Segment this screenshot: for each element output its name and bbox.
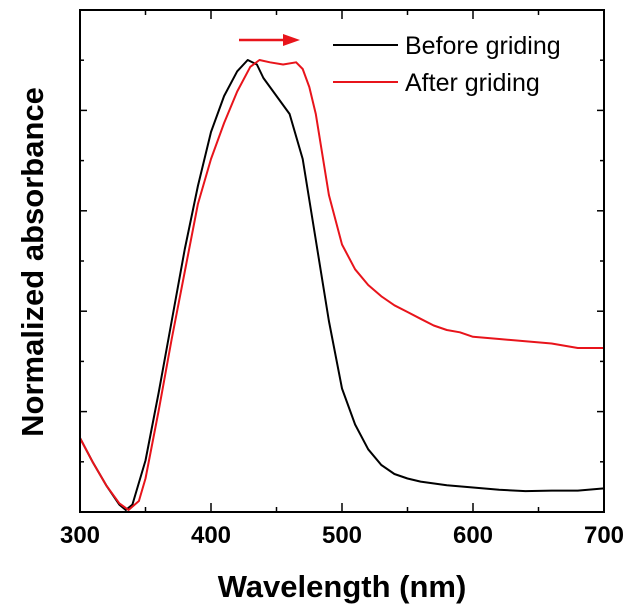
- series-line-before: [79, 59, 605, 511]
- legend-label-before: Before griding: [405, 32, 561, 60]
- series-layer: [79, 59, 605, 511]
- plot-frame: [79, 9, 605, 513]
- x-tick-labels: 300 400 500 600 700: [60, 522, 624, 549]
- y-axis-title: Normalized absorbance: [15, 87, 50, 437]
- x-axis-title: Wavelength (nm): [218, 569, 467, 604]
- x-tick-label: 400: [191, 522, 231, 549]
- legend: Before griding After griding: [333, 32, 561, 97]
- series-line-after: [79, 59, 604, 511]
- red-shift-arrow: [239, 34, 300, 46]
- x-tick-label: 500: [322, 522, 362, 549]
- x-tick-label: 600: [453, 522, 493, 549]
- legend-label-after: After griding: [405, 69, 540, 97]
- red-shift-arrow-head: [283, 34, 300, 46]
- x-tick-label: 300: [60, 522, 100, 549]
- x-tick-label: 700: [584, 522, 624, 549]
